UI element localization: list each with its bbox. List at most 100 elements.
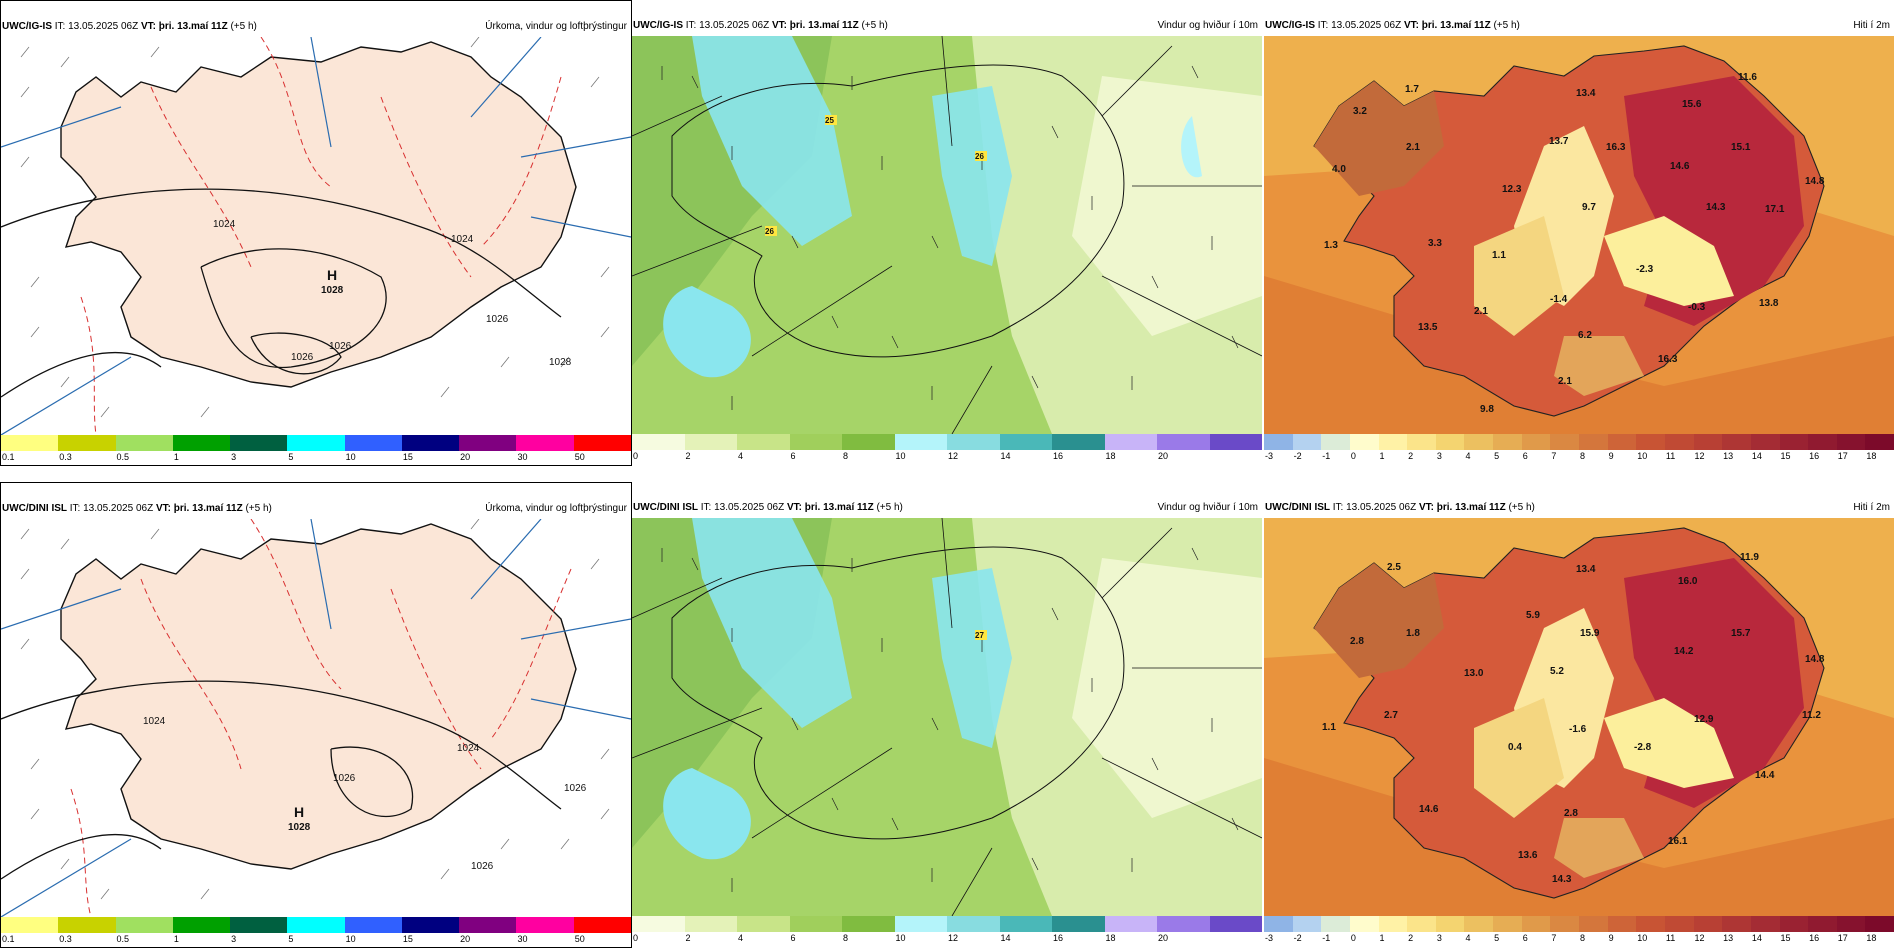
- colorbar-tick-label: -1: [1322, 451, 1331, 461]
- colorbar-tick-label: 8: [843, 933, 849, 943]
- colorbar-tick-label: 15: [402, 934, 413, 944]
- colorbar-tick-label: 16: [1053, 451, 1064, 461]
- colorbar-swatch: [1464, 916, 1494, 932]
- colorbar-swatch: [632, 434, 685, 450]
- colorbar-tick-label: 0: [1350, 451, 1356, 461]
- temp-value: 2.7: [1384, 710, 1398, 721]
- colorbar-swatch: [1836, 916, 1866, 932]
- temp-value: 16.3: [1606, 142, 1626, 153]
- temp-value: 6.2: [1578, 330, 1592, 341]
- colorbar-swatch: [1407, 916, 1436, 932]
- colorbar-tick-label: 4: [1465, 933, 1471, 943]
- temp-value: 5.9: [1526, 610, 1540, 621]
- isobar-label: 1024: [213, 219, 236, 230]
- panel-info: UWC/IG-IS IT: 13.05.2025 06Z VT: þri. 13…: [633, 20, 888, 31]
- colorbar-tick-label: 0.5: [116, 452, 130, 462]
- colorbar-swatch: [401, 435, 460, 451]
- temp-value: 15.1: [1731, 142, 1751, 153]
- colorbar-swatch: [1, 435, 59, 451]
- colorbar-swatch: [287, 917, 345, 933]
- colorbar-tick-label: 12: [1694, 451, 1705, 461]
- temp-panel-igis: UWC/IG-IS IT: 13.05.2025 06Z VT: þri. 13…: [1264, 0, 1894, 464]
- colorbar-swatch: [287, 435, 345, 451]
- colorbar-tick-label: 1: [173, 934, 179, 944]
- high-pressure-mark: H: [294, 804, 304, 820]
- colorbar-swatch: [573, 435, 631, 451]
- colorbar-swatch: [401, 917, 460, 933]
- temp-value: 13.0: [1464, 668, 1484, 679]
- temp-map: 2.5 13.4 16.0 11.9 2.8 1.8 5.9 15.9 14.2…: [1264, 518, 1894, 916]
- colorbar-tick-label: 20: [1158, 451, 1169, 461]
- colorbar-tick-label: 7: [1551, 933, 1557, 943]
- colorbar-tick-label: 11: [1665, 451, 1676, 461]
- colorbar-tick-label: 4: [738, 451, 744, 461]
- colorbar-tick-label: -2: [1293, 933, 1302, 943]
- colorbar-tick-label: 30: [517, 452, 528, 462]
- model-name: UWC/DINI ISL: [1265, 502, 1330, 513]
- temp-value: 11.9: [1740, 552, 1759, 563]
- isobar-label: 1024: [143, 716, 166, 727]
- temp-value: 1.1: [1322, 722, 1336, 733]
- model-name: UWC/IG-IS: [1265, 20, 1315, 31]
- wind-map: 25 26 26: [632, 36, 1262, 434]
- colorbar-tick-label: 12: [1694, 933, 1705, 943]
- wind-colorbar-ticks: 0 2 4 6 8 10 12 14 16 18 20: [632, 450, 1262, 464]
- colorbar-tick-label: 12: [948, 451, 959, 461]
- panel-title: Hiti í 2m: [1853, 20, 1890, 31]
- gust-value: 27: [975, 631, 984, 640]
- temp-colorbar: [1264, 434, 1894, 450]
- temp-value: 2.1: [1474, 306, 1488, 317]
- colorbar-swatch: [1865, 434, 1894, 450]
- temp-value: 1.7: [1405, 84, 1419, 95]
- colorbar-tick-label: -3: [1265, 933, 1274, 943]
- temp-value: 14.4: [1755, 770, 1775, 781]
- colorbar-tick-label: 0.1: [2, 452, 15, 462]
- colorbar-tick-label: 50: [574, 934, 585, 944]
- temp-value: 15.7: [1731, 628, 1751, 639]
- colorbar-swatch: [1750, 916, 1780, 932]
- colorbar-tick-label: 0: [633, 451, 639, 461]
- colorbar-tick-label: 20: [1158, 933, 1169, 943]
- colorbar-tick-label: 15: [1780, 451, 1791, 461]
- precip-colorbar-ticks: 0.1 0.3 0.5 1 3 5 10 15 20 30 50: [1, 451, 631, 465]
- colorbar-swatch: [1378, 916, 1408, 932]
- panel-header: UWC/DINI ISL IT: 13.05.2025 06Z VT: þri.…: [632, 482, 1262, 518]
- temp-value: -2.8: [1634, 742, 1652, 753]
- colorbar-swatch: [1292, 916, 1322, 932]
- colorbar-tick-label: 18: [1866, 451, 1877, 461]
- colorbar-tick-label: 10: [1637, 451, 1648, 461]
- wind-colorbar-ticks: 0 2 4 6 8 10 12 14 16 18 20: [632, 932, 1262, 946]
- colorbar-swatch: [1722, 916, 1751, 932]
- colorbar-swatch: [1264, 916, 1293, 932]
- colorbar-tick-label: 50: [574, 452, 585, 462]
- colorbar-tick-label: 4: [1465, 451, 1471, 461]
- colorbar-tick-label: 15: [402, 452, 413, 462]
- colorbar-swatch: [1052, 434, 1105, 450]
- model-name: UWC/DINI ISL: [2, 503, 67, 514]
- colorbar-swatch: [58, 917, 116, 933]
- temp-value: 2.8: [1350, 636, 1364, 647]
- isobar-label: 1026: [564, 783, 587, 794]
- panel-header: UWC/DINI ISL IT: 13.05.2025 06Z VT: þri.…: [1, 483, 631, 519]
- colorbar-tick-label: 5: [288, 452, 294, 462]
- colorbar-tick-label: 11: [1665, 933, 1676, 943]
- wind-panel-dini: UWC/DINI ISL IT: 13.05.2025 06Z VT: þri.…: [632, 482, 1262, 946]
- colorbar-tick-label: 17: [1837, 933, 1848, 943]
- temp-value: 14.8: [1805, 176, 1825, 187]
- colorbar-tick-label: 0.1: [2, 934, 15, 944]
- colorbar-swatch: [1321, 434, 1350, 450]
- colorbar-swatch: [1579, 434, 1608, 450]
- colorbar-tick-label: 14: [1751, 451, 1762, 461]
- colorbar-tick-label: -2: [1293, 451, 1302, 461]
- colorbar-swatch: [1579, 916, 1608, 932]
- colorbar-swatch: [1865, 916, 1894, 932]
- precip-colorbar: [1, 917, 631, 933]
- colorbar-tick-label: 3: [1436, 451, 1442, 461]
- colorbar-swatch: [684, 916, 737, 932]
- colorbar-swatch: [1349, 434, 1379, 450]
- temp-value: 0.4: [1508, 742, 1522, 753]
- colorbar-tick-label: 2: [1408, 451, 1414, 461]
- colorbar-tick-label: 15: [1780, 933, 1791, 943]
- colorbar-swatch: [516, 917, 574, 933]
- colorbar-swatch: [172, 435, 231, 451]
